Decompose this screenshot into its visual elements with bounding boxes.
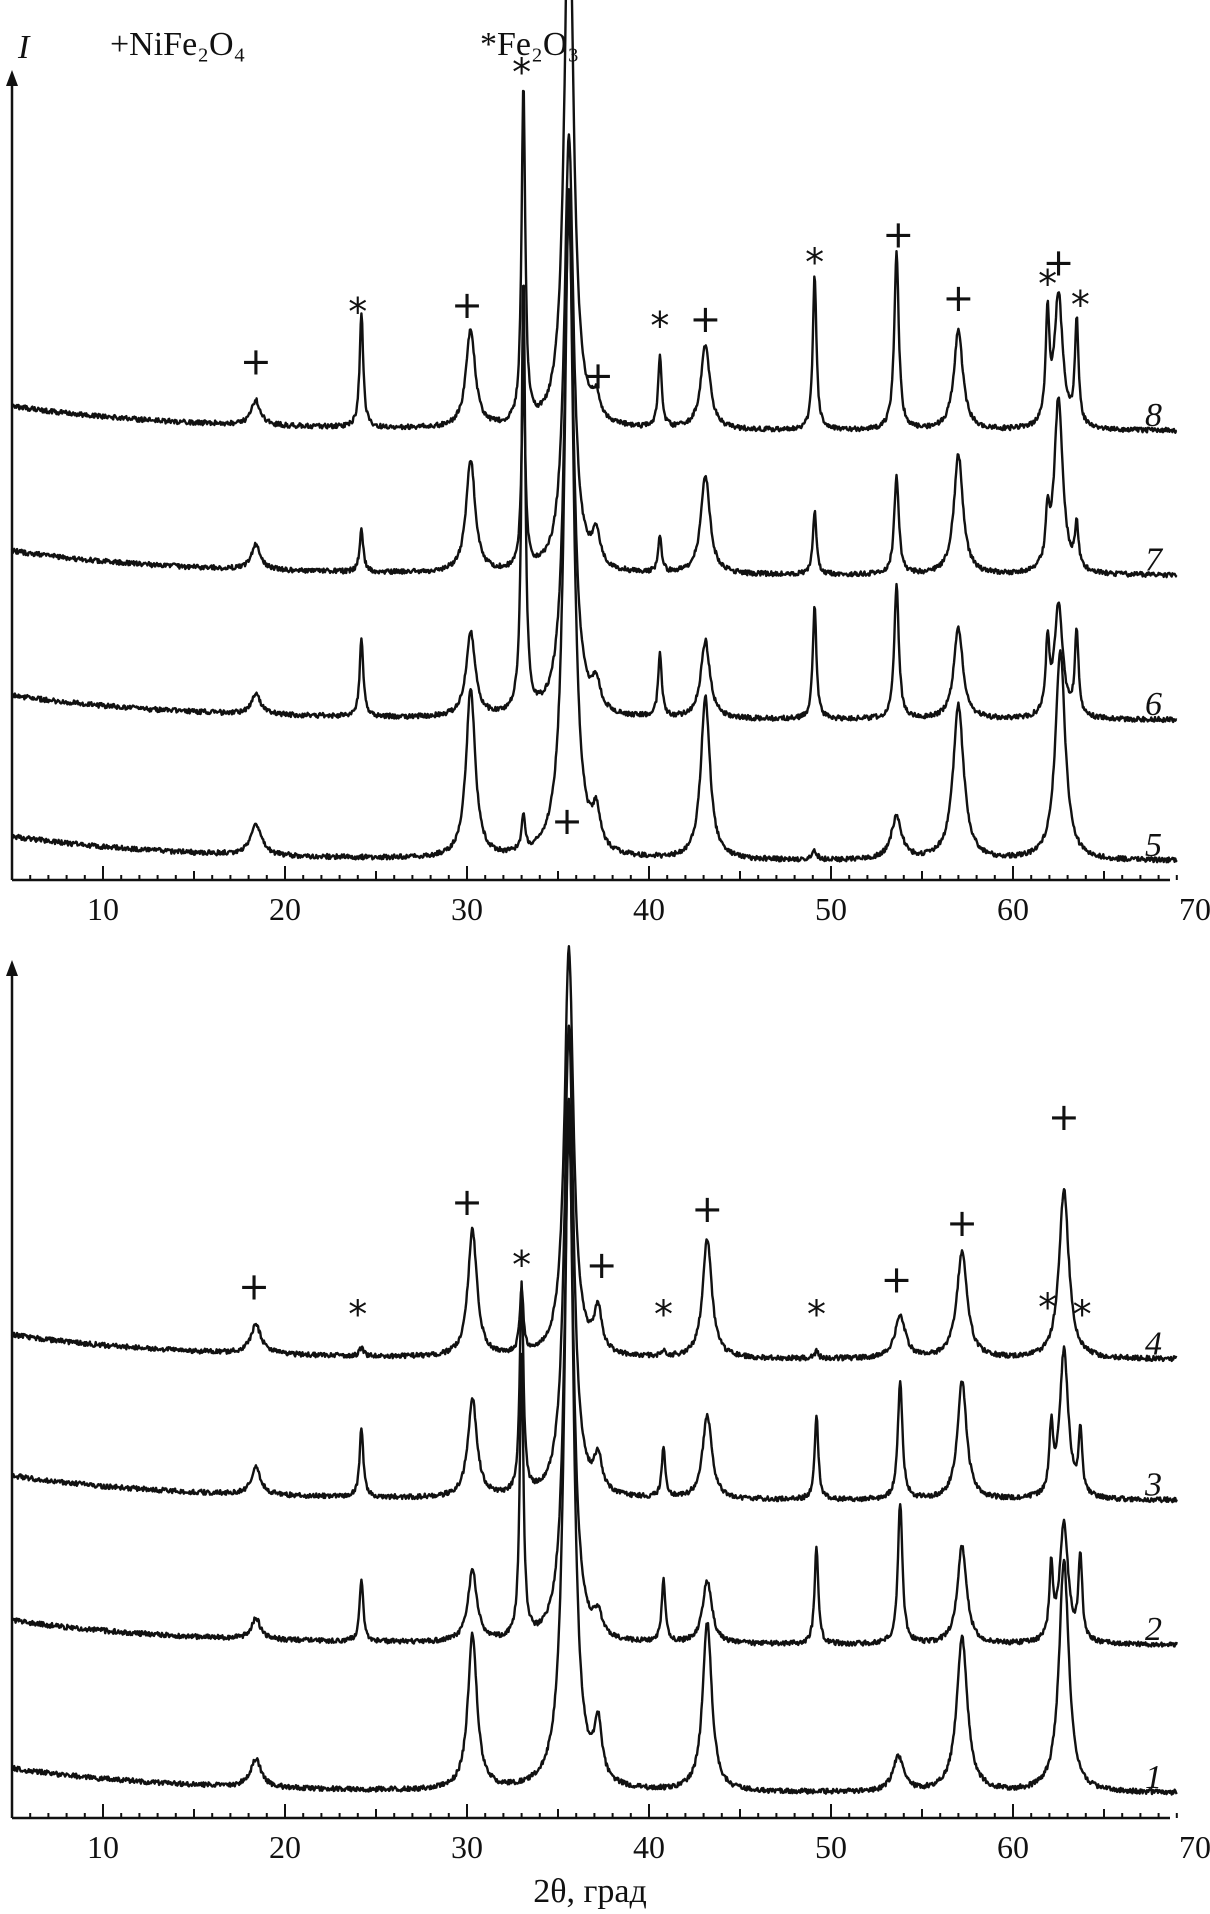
x-tick-label: 40 (633, 891, 665, 927)
fe2o3-marker: * (512, 50, 531, 94)
nife2o4-marker: + (586, 1243, 618, 1287)
legend-entry: +NiFe₂O₄ (110, 26, 245, 63)
trace-8 (11, 0, 1178, 434)
fe2o3-marker: * (654, 1293, 673, 1337)
trace-label-8: 8 (1145, 397, 1162, 434)
nife2o4-marker: + (1048, 1095, 1080, 1139)
nife2o4-marker: + (942, 276, 974, 320)
fe2o3-marker: * (1038, 262, 1057, 306)
fe2o3-marker: * (1038, 1286, 1057, 1330)
trace-6 (10, 209, 1178, 724)
fe2o3-marker: * (1073, 1293, 1092, 1337)
nife2o4-marker: + (451, 1180, 483, 1224)
x-tick-label: 60 (997, 1829, 1029, 1865)
nife2o4-marker: + (881, 1257, 913, 1301)
x-tick-label: 10 (87, 1829, 119, 1865)
y-axis-arrow (6, 70, 18, 86)
x-tick-label: 50 (815, 891, 847, 927)
nife2o4-marker: + (689, 297, 721, 341)
nife2o4-marker: + (946, 1201, 978, 1245)
nife2o4-marker: + (551, 799, 583, 843)
trace-label-6: 6 (1145, 686, 1162, 723)
x-tick-label: 70 (1179, 891, 1210, 927)
trace-label-7: 7 (1145, 541, 1164, 578)
trace-label-2: 2 (1145, 1611, 1162, 1648)
x-axis-label: 2θ, град (533, 1873, 647, 1910)
x-tick-label: 30 (451, 891, 483, 927)
fe2o3-marker: * (348, 1293, 367, 1337)
nife2o4-marker: + (451, 283, 483, 327)
x-tick-label: 30 (451, 1829, 483, 1865)
fe2o3-marker: * (512, 1243, 531, 1287)
x-tick-label: 70 (1179, 1829, 1210, 1865)
fe2o3-marker: * (805, 241, 824, 285)
y-axis-label: I (17, 29, 31, 66)
fe2o3-marker: * (807, 1293, 826, 1337)
trace-label-1: 1 (1145, 1759, 1162, 1796)
bottom-panel: 10 20 30 40 50 60 70 1 2 3 4 + * + * + + * + * + + * + * 2θ, град (6, 799, 1210, 1910)
trace-3 (11, 1024, 1178, 1504)
trace-2 (11, 1126, 1178, 1648)
nife2o4-marker: + (238, 1264, 270, 1308)
x-tick-label: 60 (997, 891, 1029, 927)
trace-1 (10, 1097, 1178, 1796)
trace-5 (11, 188, 1178, 864)
trace-7 (10, 133, 1178, 579)
trace-label-4: 4 (1145, 1325, 1162, 1362)
y-axis-arrow (6, 960, 18, 976)
x-tick-label: 10 (87, 891, 119, 927)
fe2o3-marker: * (348, 290, 367, 334)
fe2o3-marker: * (650, 304, 669, 348)
x-tick-label: 50 (815, 1829, 847, 1865)
trace-label-3: 3 (1144, 1466, 1162, 1503)
fe2o3-marker: * (1071, 283, 1090, 327)
nife2o4-marker: + (240, 339, 272, 383)
top-panel: 102030405060705678+*+*++*+*++*+*I+NiFe₂O… (6, 0, 1210, 927)
legend-entry: *Fe₂O₃ (480, 26, 579, 63)
nife2o4-marker: + (582, 354, 614, 398)
nife2o4-marker: + (1043, 241, 1075, 285)
x-tick-label: 20 (269, 1829, 301, 1865)
x-tick-label: 40 (633, 1829, 665, 1865)
trace-label-5: 5 (1145, 827, 1162, 864)
nife2o4-marker: + (882, 213, 914, 257)
trace-4 (10, 945, 1178, 1363)
x-tick-label: 20 (269, 891, 301, 927)
nife2o4-marker: + (691, 1187, 723, 1231)
